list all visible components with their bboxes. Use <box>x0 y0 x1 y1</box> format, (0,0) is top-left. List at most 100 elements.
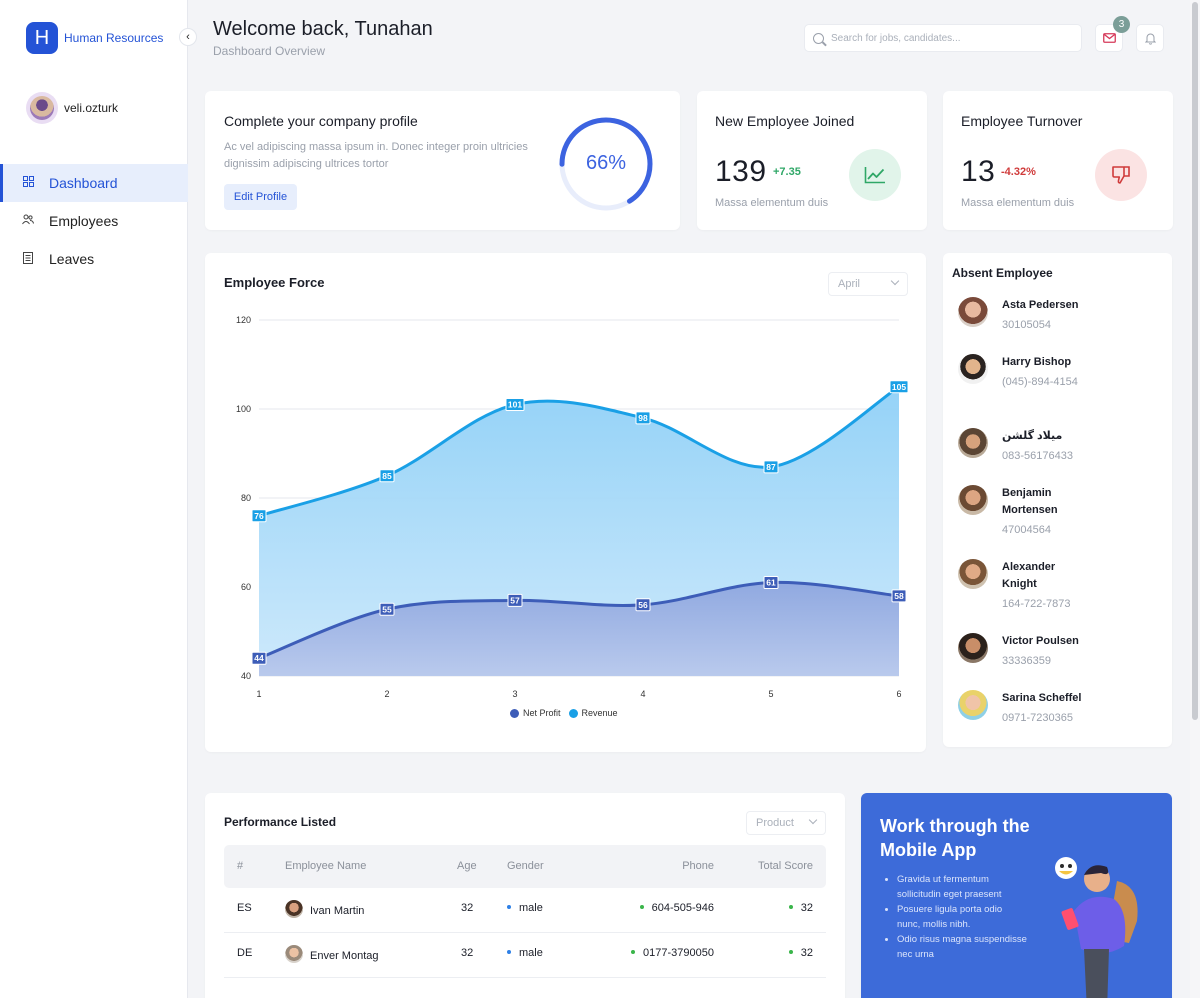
thumbs-down-icon <box>1095 149 1147 201</box>
promo-bullet: Gravida ut fermentum sollicitudin eget p… <box>897 872 1027 902</box>
document-icon <box>22 251 34 267</box>
y-tick-label: 100 <box>236 404 251 414</box>
absent-employee-name: Harry Bishop <box>1002 356 1072 368</box>
avatar <box>26 92 58 124</box>
stat-title: Employee Turnover <box>961 113 1083 129</box>
avatar <box>958 485 988 515</box>
mail-icon <box>1102 33 1116 43</box>
cell-gender: male <box>507 902 543 914</box>
sidebar-item-employees[interactable]: Employees <box>0 202 188 240</box>
new-employee-joined-card: New Employee Joined 139 +7.35 Massa elem… <box>697 91 927 230</box>
avatar <box>958 633 988 663</box>
revenue-data-label: 85 <box>382 471 392 481</box>
chevron-left-icon: ‹ <box>186 31 190 43</box>
cell-phone: 604-505-946 <box>639 902 714 914</box>
search-input[interactable] <box>831 32 1071 44</box>
stat-value: 139 <box>715 155 767 188</box>
absent-employee-name: Sarina Scheffel <box>1002 692 1082 704</box>
net-profit-data-label: 58 <box>894 591 904 601</box>
legend-dot <box>510 708 519 718</box>
notifications-button[interactable] <box>1136 24 1164 52</box>
grid-icon <box>22 176 34 190</box>
mail-button[interactable]: 3 <box>1095 16 1130 52</box>
column-header[interactable]: Age <box>457 860 477 872</box>
collapse-sidebar-button[interactable]: ‹ <box>179 28 197 46</box>
absent-employee-phone: 0971-7230365 <box>1002 712 1073 724</box>
revenue-line <box>258 385 900 518</box>
revenue-data-label-bg <box>635 411 651 425</box>
revenue-data-label-bg <box>505 398 525 412</box>
table-row[interactable]: DE Enver Montag 32 male 0177-3790050 32 <box>224 933 826 978</box>
performance-card-title: Performance Listed <box>224 815 337 829</box>
chevron-down-icon <box>808 815 818 825</box>
absent-employee-phone: (045)-894-4154 <box>1002 376 1078 388</box>
absent-employee-item[interactable]: Alexander Knight 164-722-7873 <box>958 559 1092 613</box>
month-select-value: April <box>838 278 861 290</box>
chart-title: Employee Force <box>224 275 325 290</box>
x-tick-label: 3 <box>512 689 517 699</box>
legend-item-net-profit[interactable]: Net Profit <box>510 708 561 718</box>
column-header[interactable]: Employee Name <box>285 860 367 872</box>
search-icon <box>813 32 824 44</box>
absent-employee-name: Victor Poulsen <box>1002 635 1079 647</box>
absent-employee-item[interactable]: میلاد گلشن 083-56176433 <box>958 428 1092 465</box>
net-profit-data-label-bg <box>763 576 779 590</box>
employee-turnover-card: Employee Turnover 13 -4.32% Massa elemen… <box>943 91 1173 230</box>
sidebar-item-leaves[interactable]: Leaves <box>0 240 188 278</box>
brand[interactable]: H Human Resources <box>26 22 163 54</box>
avatar <box>958 297 988 327</box>
cell-name: Enver Montag <box>285 945 378 965</box>
column-header[interactable]: # <box>237 860 244 872</box>
legend-item-revenue[interactable]: Revenue <box>568 708 618 718</box>
table-row[interactable]: ES Ivan Martin 32 male 604-505-946 32 <box>224 888 826 933</box>
absent-employee-item[interactable]: Benjamin Mortensen 47004564 <box>958 485 1092 539</box>
net-profit-data-label: 57 <box>510 595 520 605</box>
scrollbar-thumb[interactable] <box>1192 2 1198 720</box>
search-bar[interactable] <box>804 24 1082 52</box>
sidebar-nav: Dashboard Employees Leaves <box>0 164 188 278</box>
sidebar-item-dashboard[interactable]: Dashboard <box>0 164 188 202</box>
net-profit-data-label: 61 <box>766 578 776 588</box>
promo-title: Work through the Mobile App <box>880 816 1030 860</box>
product-select[interactable]: Product <box>746 811 826 835</box>
y-tick-label: 40 <box>241 671 251 681</box>
revenue-data-label: 105 <box>892 382 906 392</box>
absent-employee-item[interactable]: Victor Poulsen 33336359 <box>958 633 1092 670</box>
net-profit-data-label-bg <box>251 651 267 665</box>
column-header[interactable]: Phone <box>682 860 714 872</box>
absent-employee-item[interactable]: Harry Bishop (045)-894-4154 <box>958 354 1092 391</box>
trend-up-icon <box>849 149 901 201</box>
net-profit-line <box>258 580 900 660</box>
absent-employee-item[interactable]: Asta Pedersen 30105054 <box>958 297 1092 334</box>
user-profile[interactable]: veli.ozturk <box>26 92 118 124</box>
absent-employee-phone: 47004564 <box>1002 524 1051 536</box>
employee-force-card: Employee Force April 40 60 80 100 120 1 2 3 4 5 6 4… <box>205 253 926 752</box>
absent-employee-name: Asta Pedersen <box>1002 299 1079 311</box>
net-profit-data-label-bg <box>507 593 523 607</box>
mail-count-badge: 3 <box>1113 16 1130 33</box>
column-header[interactable]: Total Score <box>757 860 813 872</box>
net-profit-data-label: 55 <box>382 604 392 614</box>
profile-progress-ring <box>559 117 653 211</box>
edit-profile-button[interactable]: Edit Profile <box>224 184 297 210</box>
avatar <box>958 354 988 384</box>
product-select-value: Product <box>756 817 794 829</box>
performance-card: Performance Listed Product # Employee Na… <box>205 793 845 998</box>
person-with-phone-illustration <box>1055 857 1138 998</box>
column-header[interactable]: Gender <box>507 860 544 872</box>
mobile-app-promo[interactable]: Work through the Mobile App Gravida ut f… <box>861 793 1172 998</box>
month-select[interactable]: April <box>828 272 908 296</box>
sidebar-item-label: Employees <box>49 213 119 229</box>
legend-label: Net Profit <box>523 708 561 718</box>
page-scrollbar[interactable] <box>1190 0 1200 998</box>
profile-progress-label: 66% <box>585 152 627 174</box>
x-tick-label: 6 <box>896 689 901 699</box>
sidebar-item-label: Dashboard <box>49 175 118 191</box>
people-icon <box>22 214 34 228</box>
page-subtitle: Dashboard Overview <box>213 44 326 58</box>
revenue-data-label-bg <box>379 469 395 483</box>
avatar <box>958 690 988 720</box>
absent-employee-item[interactable]: Sarina Scheffel 0971-7230365 <box>958 690 1092 727</box>
legend-label: Revenue <box>581 708 618 718</box>
x-tick-label: 4 <box>640 689 645 699</box>
